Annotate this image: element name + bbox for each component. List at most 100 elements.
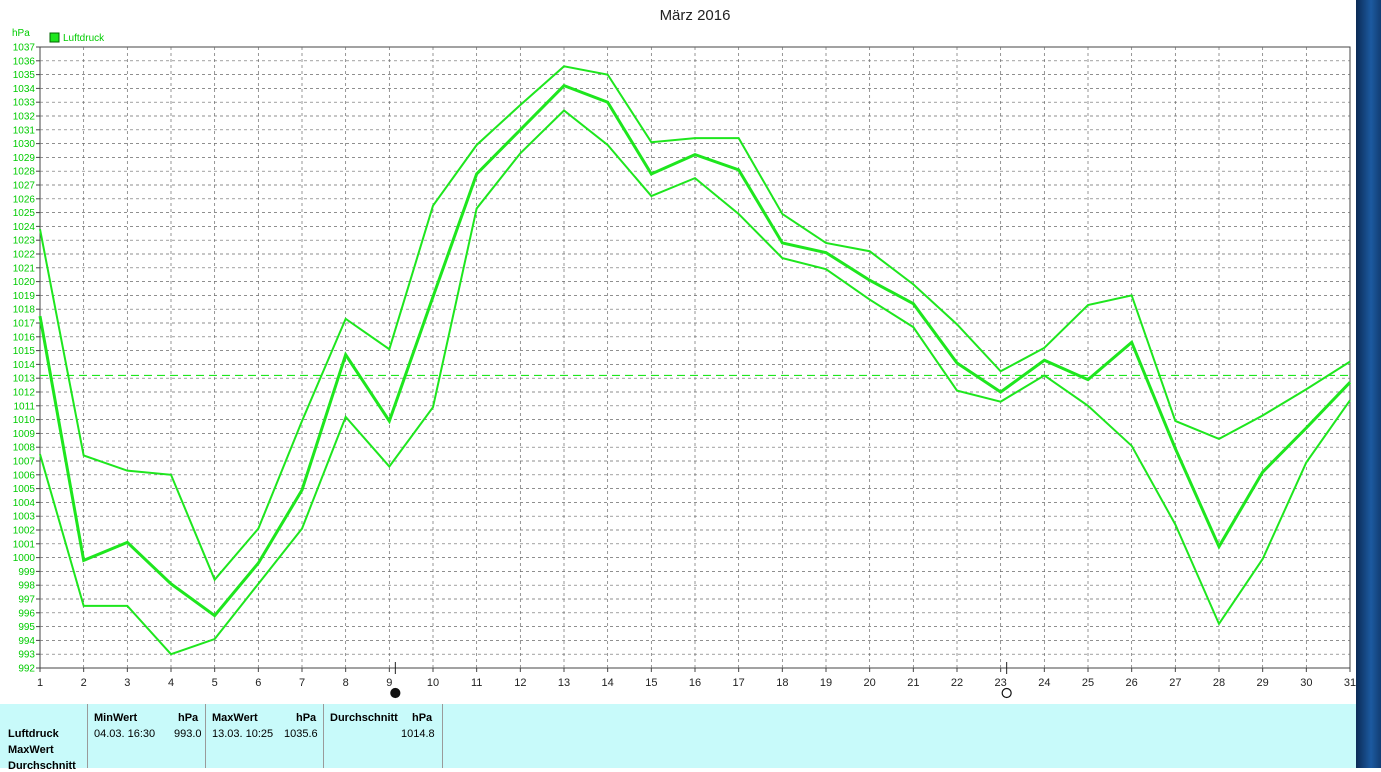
x-tick-label: 28	[1213, 677, 1225, 689]
desktop-edge	[1356, 0, 1381, 768]
y-tick-label: 1004	[13, 498, 36, 509]
y-tick-label: 1031	[13, 125, 36, 136]
x-tick-label: 4	[168, 677, 174, 689]
y-tick-label: 1027	[13, 181, 36, 192]
y-tick-label: 1016	[13, 332, 36, 343]
x-tick-label: 7	[299, 677, 305, 689]
x-tick-label: 17	[733, 677, 745, 689]
y-tick-label: 1014	[13, 360, 36, 371]
x-tick-label: 11	[471, 677, 482, 689]
y-tick-label: 1034	[13, 84, 36, 95]
y-tick-label: 1023	[13, 236, 36, 247]
x-tick-label: 12	[514, 677, 526, 689]
y-tick-label: 1025	[13, 208, 36, 219]
stat-block-max: MaxWert hPa 13.03. 10:25 1035.6	[205, 704, 324, 768]
x-tick-label: 20	[864, 677, 876, 689]
x-tick-label: 24	[1038, 677, 1050, 689]
x-tick-label: 27	[1169, 677, 1181, 689]
x-tick-label: 1	[37, 677, 43, 689]
stat-block-avg: Durchschnitt hPa 1014.8	[323, 704, 443, 768]
y-tick-label: 1033	[13, 98, 36, 109]
y-tick-label: 1003	[13, 512, 36, 523]
series-line-min	[39, 109, 1351, 656]
max-header: MaxWert	[212, 712, 258, 724]
x-tick-label: 19	[820, 677, 832, 689]
y-tick-label: 1013	[13, 374, 36, 385]
x-tick-label: 5	[212, 677, 218, 689]
x-tick-label: 10	[427, 677, 439, 689]
y-tick-label: 1029	[13, 153, 36, 164]
y-tick-label: 1028	[13, 167, 36, 178]
y-tick-label: 1032	[13, 112, 36, 123]
legend-swatch	[49, 32, 60, 43]
y-tick-label: 1015	[13, 346, 36, 357]
x-tick-label: 15	[645, 677, 657, 689]
y-tick-label: 1007	[13, 457, 36, 468]
y-tick-label: 994	[18, 636, 35, 647]
max-time: 13.03. 10:25	[212, 728, 274, 740]
x-tick-label: 6	[255, 677, 261, 689]
y-tick-label: 1026	[13, 194, 36, 205]
min-header: MinWert	[94, 712, 138, 724]
y-tick-label: 1008	[13, 443, 36, 454]
y-tick-label: 999	[18, 567, 35, 578]
y-tick-label: 1002	[13, 526, 36, 537]
y-tick-label: 1006	[13, 470, 36, 481]
max-unit: hPa	[296, 712, 317, 724]
y-tick-label: 998	[18, 581, 35, 592]
x-tick-label: 25	[1082, 677, 1094, 689]
y-tick-label: 1024	[13, 222, 36, 233]
y-tick-label: 997	[18, 595, 35, 606]
x-tick-label: 2	[81, 677, 87, 689]
stat-block-min: MinWert hPa 04.03. 16:30 993.0	[87, 704, 206, 768]
stats-panel: Luftdruck MaxWert Durchschnitt MinWert h…	[0, 704, 1356, 772]
x-tick-label: 30	[1300, 677, 1312, 689]
y-tick-label: 1036	[13, 56, 36, 67]
row-label-durchschnitt: Durchschnitt	[8, 760, 76, 772]
y-tick-label: 1021	[13, 263, 36, 274]
avg-header: Durchschnitt	[330, 712, 398, 724]
avg-unit: hPa	[412, 712, 433, 724]
x-tick-label: 22	[951, 677, 963, 689]
y-tick-label: 1018	[13, 305, 36, 316]
max-value: 1035.6	[284, 728, 318, 740]
y-tick-label: 993	[18, 650, 35, 661]
y-tick-label: 996	[18, 608, 35, 619]
y-tick-label: 1005	[13, 484, 36, 495]
chart-title: März 2016	[660, 7, 731, 24]
x-tick-label: 21	[907, 677, 919, 689]
y-tick-label: 1020	[13, 277, 36, 288]
x-tick-label: 14	[602, 677, 614, 689]
series-line-mean	[38, 83, 1352, 618]
y-tick-label: 1012	[13, 388, 36, 399]
y-tick-label: 1009	[13, 429, 36, 440]
y-tick-label: 1010	[13, 415, 36, 426]
row-label-luftdruck: Luftdruck	[8, 728, 59, 740]
legend-label: Luftdruck	[63, 33, 105, 44]
pressure-chart: 992 993 994 995 996 997 998 999 1000 1001 1002 1003…	[12, 7, 1356, 699]
x-tick-label: 13	[558, 677, 570, 689]
min-unit: hPa	[178, 712, 199, 724]
avg-value: 1014.8	[401, 728, 435, 740]
x-tick-label: 8	[343, 677, 349, 689]
y-tick-label: 992	[18, 664, 35, 675]
x-tick-label: 26	[1126, 677, 1138, 689]
x-tick-label: 16	[689, 677, 701, 689]
x-tick-label: 29	[1257, 677, 1269, 689]
y-tick-label: 1037	[13, 43, 36, 54]
x-tick-label: 23	[995, 677, 1007, 689]
full-moon-icon	[1001, 687, 1012, 699]
min-time: 04.03. 16:30	[94, 728, 156, 740]
y-axis-unit: hPa	[12, 28, 30, 39]
y-tick-label: 1035	[13, 70, 36, 81]
series-line-max	[39, 65, 1351, 582]
row-label-maxwert: MaxWert	[8, 744, 54, 756]
y-tick-label: 1022	[13, 250, 36, 261]
y-tick-label: 1017	[13, 319, 36, 330]
x-tick-label: 31	[1344, 677, 1356, 689]
min-value: 993.0	[174, 728, 202, 740]
y-tick-label: 1000	[13, 553, 36, 564]
new-moon-icon	[390, 687, 401, 699]
y-tick-label: 1001	[13, 539, 36, 550]
x-tick-label: 9	[386, 677, 392, 689]
